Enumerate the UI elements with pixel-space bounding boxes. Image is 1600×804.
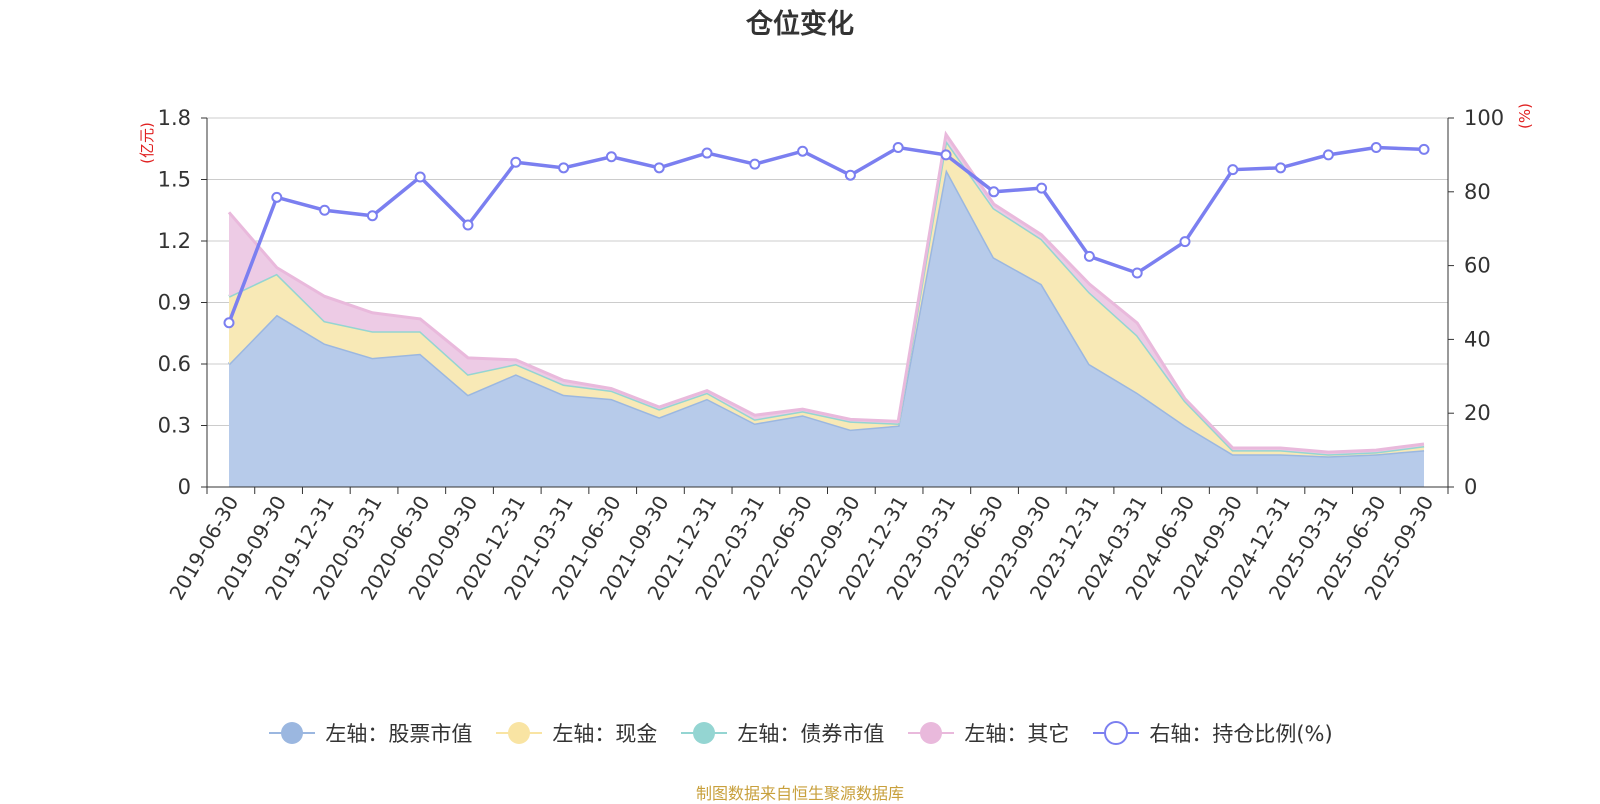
ratio-line (227, 145, 1425, 324)
area-series-line-3 (227, 130, 1425, 454)
left-axis-tick-label: 0.3 (158, 414, 191, 438)
ratio-point (510, 156, 522, 168)
area-series-0 (229, 169, 1424, 487)
legend-label-other: 左轴：其它 (964, 722, 1070, 746)
legend-label-bond: 左轴：债券市值 (737, 722, 885, 746)
legend-item-bond[interactable]: 左轴：债券市值 (679, 718, 884, 748)
ratio-point (1370, 142, 1382, 154)
ratio-point (988, 186, 1000, 198)
legend-item-cash[interactable]: 左轴：现金 (494, 718, 657, 748)
legend-item-other[interactable]: 左轴：其它 (906, 718, 1069, 748)
legend-label-cash: 左轴：现金 (552, 722, 658, 746)
legend-item-stock[interactable]: 左轴：股票市值 (267, 718, 472, 748)
source-footer: 制图数据来自恒生聚源数据库 (695, 784, 904, 803)
ratio-point (749, 158, 761, 170)
ratio-point (844, 169, 856, 181)
ratio-point (1322, 149, 1334, 161)
ratio-point (1131, 267, 1143, 279)
chart-plot: 00.30.60.91.21.51.8020406080100(亿元)(%)20… (138, 103, 1534, 604)
ratio-point (797, 145, 809, 157)
right-axis-tick-label: 80 (1464, 180, 1491, 204)
left-axis-tick-label: 1.2 (158, 229, 191, 253)
ratio-point (1418, 143, 1430, 155)
ratio-point (271, 191, 283, 203)
chart-title: 仓位变化 (746, 9, 854, 40)
left-axis-tick-label: 0.9 (158, 291, 191, 315)
legend-marker-ratio (1093, 721, 1140, 745)
ratio-point (940, 149, 952, 161)
ratio-point (462, 219, 474, 231)
legend: 左轴：股票市值 左轴：现金 左轴：债券市值 左轴：其它 右轴：持仓比例(%) (0, 718, 1600, 748)
ratio-point (892, 142, 904, 154)
left-axis-tick-label: 1.5 (158, 168, 191, 192)
right-axis-tick-label: 0 (1464, 475, 1477, 499)
ratio-point (653, 162, 665, 174)
legend-marker-bond (681, 722, 728, 744)
ratio-point (366, 210, 378, 222)
left-axis-unit-label: (亿元) (138, 122, 156, 164)
ratio-point (1227, 164, 1239, 176)
ratio-point (1179, 236, 1191, 248)
left-axis-tick-label: 0.6 (158, 352, 191, 376)
ratio-point (701, 147, 713, 159)
legend-marker-stock (269, 722, 316, 744)
legend-label-stock: 左轴：股票市值 (325, 722, 473, 746)
right-axis-unit-label: (%) (1516, 103, 1534, 129)
ratio-point (1036, 182, 1048, 194)
ratio-point (414, 171, 426, 183)
right-axis-tick-label: 20 (1464, 401, 1491, 425)
legend-marker-other (908, 722, 955, 744)
right-axis-tick-label: 40 (1464, 327, 1491, 351)
ratio-point (1275, 162, 1287, 174)
ratio-point (223, 317, 235, 329)
area-series-1 (229, 140, 1424, 457)
ratio-point (319, 204, 331, 216)
ratio-point (558, 162, 570, 174)
left-axis-tick-label: 1.8 (158, 106, 191, 130)
left-axis-tick-label: 0 (178, 475, 191, 499)
ratio-point (605, 151, 617, 163)
legend-marker-cash (496, 722, 543, 744)
legend-item-ratio[interactable]: 右轴：持仓比例(%) (1091, 718, 1333, 748)
right-axis-tick-label: 100 (1464, 106, 1504, 130)
ratio-point (1083, 250, 1095, 262)
legend-label-ratio: 右轴：持仓比例(%) (1149, 722, 1333, 746)
right-axis-tick-label: 60 (1464, 254, 1491, 278)
